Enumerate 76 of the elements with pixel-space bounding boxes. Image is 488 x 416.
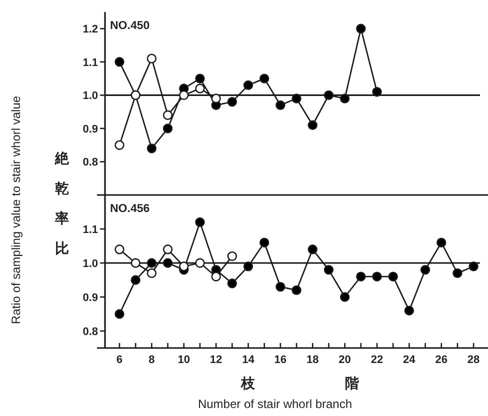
point <box>114 140 124 150</box>
point <box>130 275 140 285</box>
point <box>436 238 446 248</box>
point <box>211 272 221 282</box>
point <box>114 57 124 67</box>
x-tick-label: 22 <box>370 354 384 366</box>
y-tick-label: 1.2 <box>82 24 98 36</box>
y-tick-label: 1.0 <box>82 258 98 270</box>
point <box>404 306 414 316</box>
point <box>372 272 382 282</box>
point <box>227 251 237 262</box>
point <box>356 24 366 34</box>
y-tick-label: 1.1 <box>82 56 98 69</box>
point <box>227 96 237 107</box>
text: 絶乾率比 <box>54 151 70 257</box>
point <box>179 262 189 272</box>
point <box>276 282 286 292</box>
point <box>114 309 124 319</box>
point <box>259 74 270 84</box>
point <box>243 80 254 90</box>
x-tick-label: 24 <box>403 354 416 366</box>
point <box>452 268 462 278</box>
point <box>195 258 205 268</box>
point <box>340 94 350 104</box>
text: 枝階 <box>240 376 449 392</box>
point <box>195 74 205 84</box>
y-axis-title: Ratio of sampling value to stair whorl value <box>9 96 23 324</box>
x-tick-label: 18 <box>306 354 319 366</box>
y-tick-label: 0.8 <box>82 156 98 169</box>
point <box>340 292 350 302</box>
point <box>259 238 270 248</box>
x-tick-label: 20 <box>338 354 351 366</box>
x-tick-label: 10 <box>178 354 190 366</box>
y-tick-label: 0.8 <box>82 326 98 338</box>
point <box>420 264 430 275</box>
point <box>146 268 157 278</box>
point <box>162 110 173 120</box>
text: NO.456 <box>110 203 150 215</box>
x-tick-label: 6 <box>116 354 123 366</box>
point <box>162 244 173 254</box>
point <box>146 258 157 268</box>
point <box>324 264 334 275</box>
point <box>324 90 334 100</box>
point <box>195 84 205 94</box>
point <box>146 144 157 154</box>
x-tick-label: 26 <box>435 354 448 366</box>
point <box>114 244 124 254</box>
point <box>388 272 398 282</box>
text: NO.450 <box>110 20 150 32</box>
x-axis-title: Number of stair whorl branch <box>198 397 352 411</box>
y-tick-label: 0.9 <box>82 292 98 304</box>
point <box>211 94 221 104</box>
y-tick-label: 1.1 <box>82 224 98 236</box>
point <box>292 285 302 296</box>
point <box>356 272 366 282</box>
point <box>468 262 478 272</box>
point <box>308 120 318 130</box>
point <box>372 87 382 97</box>
x-tick-label: 28 <box>467 354 480 366</box>
point <box>162 258 173 268</box>
x-tick-label: 8 <box>148 354 155 366</box>
y-tick-label: 1.0 <box>82 90 98 102</box>
x-tick-label: 12 <box>210 354 222 366</box>
point <box>146 54 157 64</box>
y-tick-label: 0.9 <box>82 123 98 136</box>
point <box>292 94 302 104</box>
point <box>179 90 189 100</box>
x-tick-label: 14 <box>242 354 256 366</box>
x-tick-label: 16 <box>274 354 287 366</box>
point <box>130 258 140 268</box>
point <box>162 124 173 134</box>
point <box>276 100 286 110</box>
point <box>227 278 237 288</box>
point <box>243 262 254 272</box>
point <box>195 217 205 228</box>
point <box>308 244 318 254</box>
